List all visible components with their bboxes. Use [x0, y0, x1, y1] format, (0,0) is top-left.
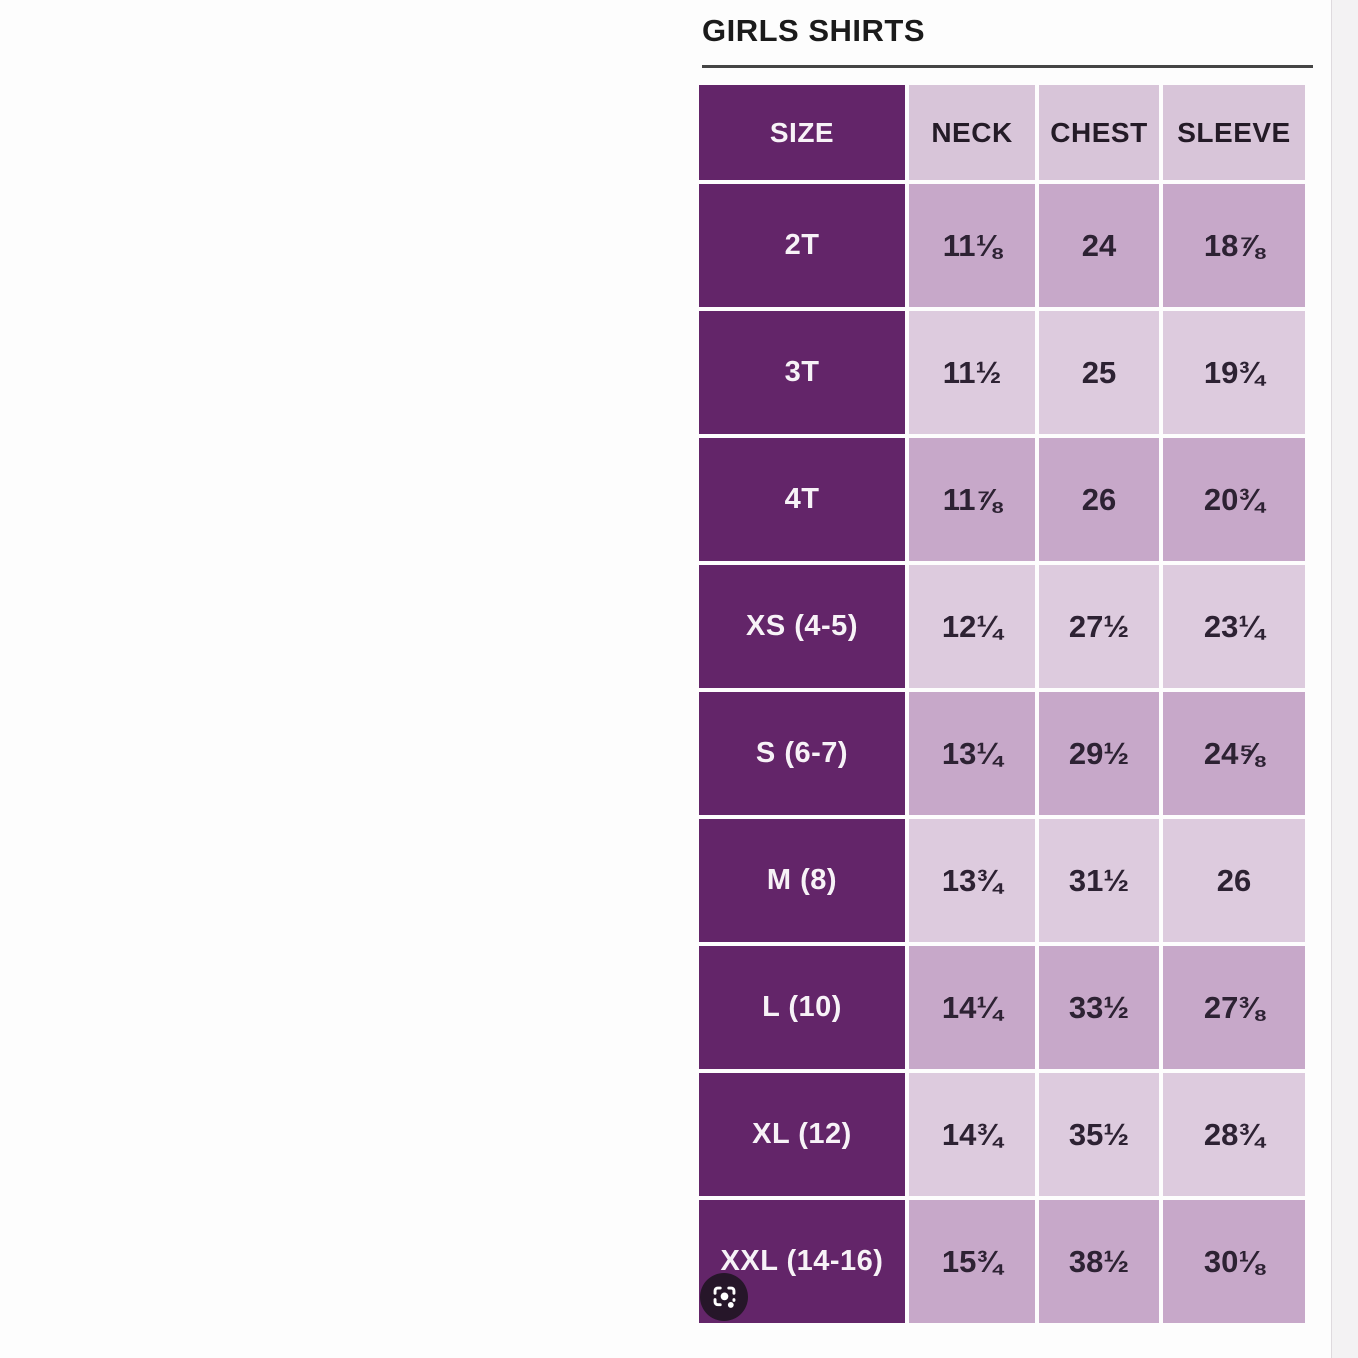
chest-value: 31½: [1039, 819, 1159, 942]
table-row: XXL (14-16) 15¾ 38½ 30⅛: [699, 1200, 1305, 1323]
chest-value: 33½: [1039, 946, 1159, 1069]
table-row: XL (12) 14¾ 35½ 28¾: [699, 1073, 1305, 1196]
neck-value: 14¾: [909, 1073, 1035, 1196]
sleeve-value: 18⅞: [1163, 184, 1305, 307]
neck-value: 14¼: [909, 946, 1035, 1069]
sleeve-value: 26: [1163, 819, 1305, 942]
sleeve-value: 24⅝: [1163, 692, 1305, 815]
size-label: L (10): [699, 946, 905, 1069]
column-header-chest: CHEST: [1039, 85, 1159, 180]
size-label: XS (4-5): [699, 565, 905, 688]
neck-value: 15¾: [909, 1200, 1035, 1323]
size-label: 4T: [699, 438, 905, 561]
sleeve-value: 20¾: [1163, 438, 1305, 561]
column-header-size: SIZE: [699, 85, 905, 180]
girls-shirts-size-table: SIZE NECK CHEST SLEEVE 2T 11⅛ 24 18⅞ 3T …: [699, 85, 1305, 1323]
chest-value: 27½: [1039, 565, 1159, 688]
chest-value: 38½: [1039, 1200, 1159, 1323]
size-label: S (6-7): [699, 692, 905, 815]
chest-value: 35½: [1039, 1073, 1159, 1196]
page-edge-strip: [1331, 0, 1358, 1358]
neck-value: 13¾: [909, 819, 1035, 942]
chest-value: 29½: [1039, 692, 1159, 815]
size-label: XL (12): [699, 1073, 905, 1196]
table-row: 2T 11⅛ 24 18⅞: [699, 184, 1305, 307]
table-row: 3T 11½ 25 19¾: [699, 311, 1305, 434]
sleeve-value: 23¼: [1163, 565, 1305, 688]
neck-value: 12¼: [909, 565, 1035, 688]
sleeve-value: 30⅛: [1163, 1200, 1305, 1323]
google-lens-icon: [711, 1284, 738, 1311]
column-header-sleeve: SLEEVE: [1163, 85, 1305, 180]
neck-value: 11½: [909, 311, 1035, 434]
neck-value: 13¼: [909, 692, 1035, 815]
neck-value: 11⅛: [909, 184, 1035, 307]
table-row: M (8) 13¾ 31½ 26: [699, 819, 1305, 942]
neck-value: 11⅞: [909, 438, 1035, 561]
sleeve-value: 19¾: [1163, 311, 1305, 434]
chest-value: 24: [1039, 184, 1159, 307]
title-divider: [702, 65, 1313, 68]
page-title: GIRLS SHIRTS: [702, 13, 926, 48]
size-label: 2T: [699, 184, 905, 307]
chest-value: 25: [1039, 311, 1159, 434]
column-header-neck: NECK: [909, 85, 1035, 180]
chest-value: 26: [1039, 438, 1159, 561]
google-lens-button[interactable]: [700, 1273, 748, 1321]
table-row: 4T 11⅞ 26 20¾: [699, 438, 1305, 561]
size-label: 3T: [699, 311, 905, 434]
size-label: M (8): [699, 819, 905, 942]
table-row: L (10) 14¼ 33½ 27⅜: [699, 946, 1305, 1069]
table-header-row: SIZE NECK CHEST SLEEVE: [699, 85, 1305, 180]
table-row: XS (4-5) 12¼ 27½ 23¼: [699, 565, 1305, 688]
table-row: S (6-7) 13¼ 29½ 24⅝: [699, 692, 1305, 815]
sleeve-value: 28¾: [1163, 1073, 1305, 1196]
sleeve-value: 27⅜: [1163, 946, 1305, 1069]
